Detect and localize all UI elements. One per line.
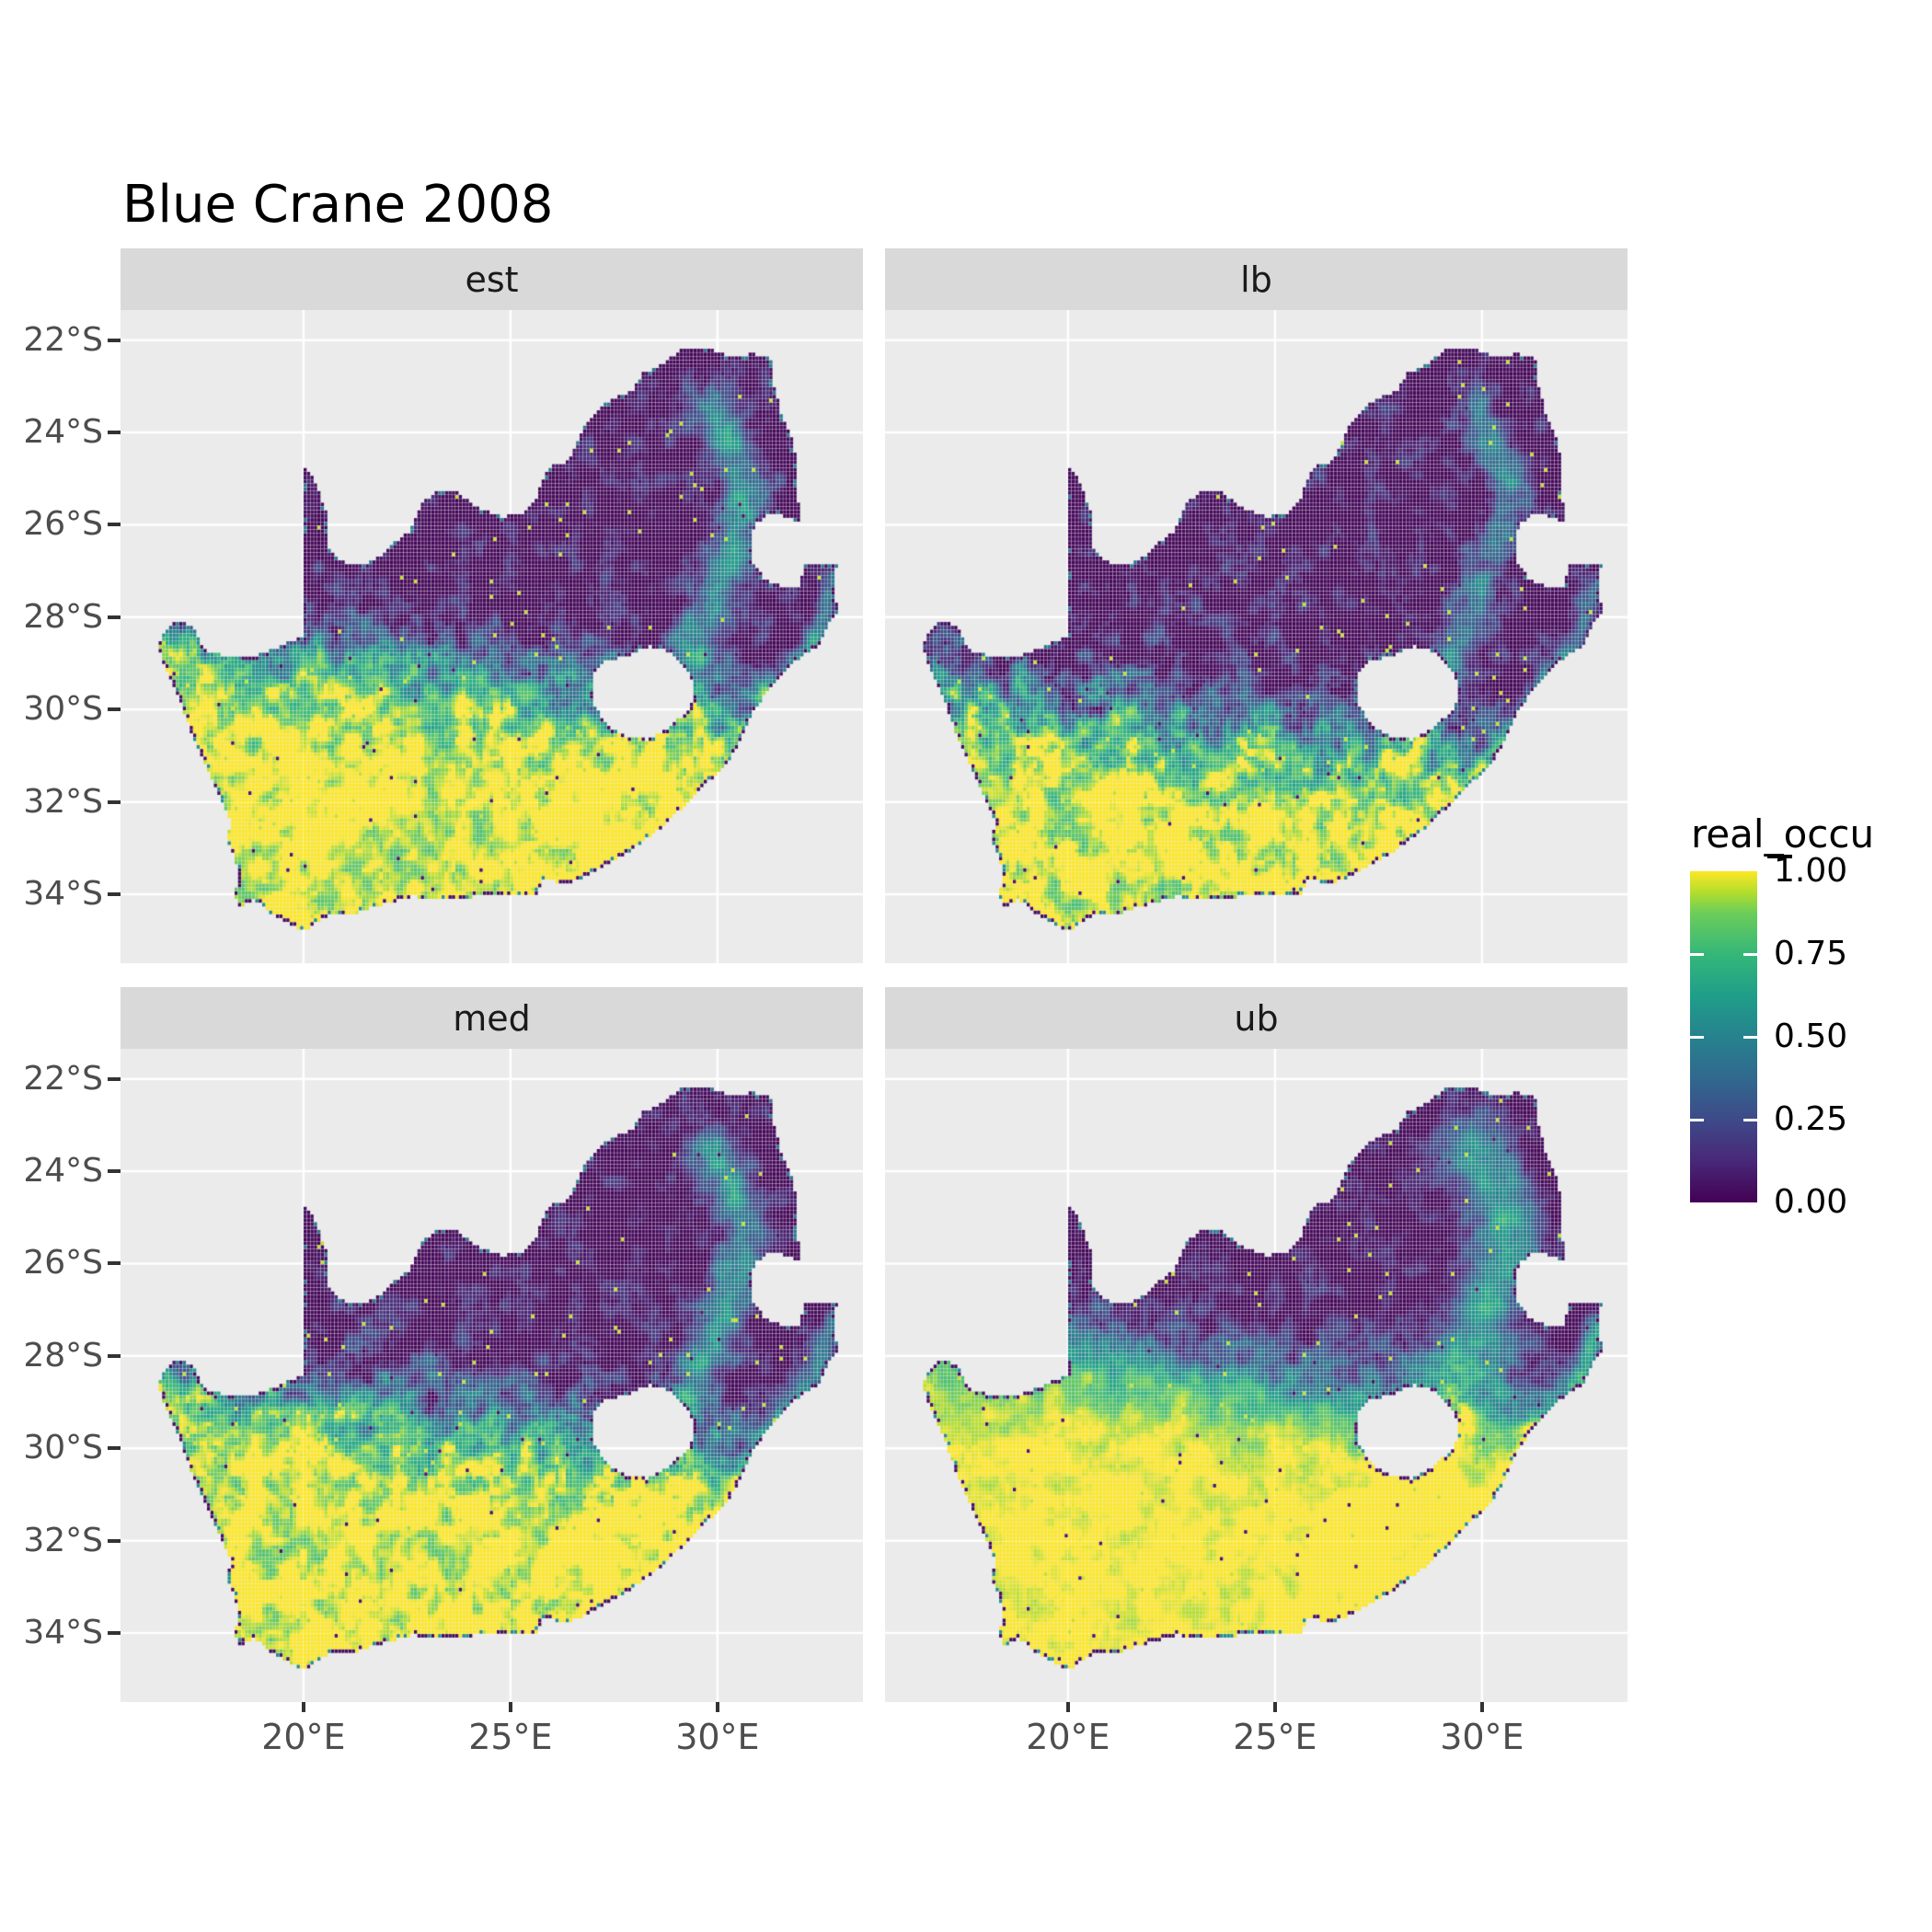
y-axis-label: 32°S (23, 1521, 103, 1559)
y-axis-tick (108, 1631, 121, 1636)
y-axis-tick (108, 892, 121, 897)
y-axis-label: 34°S (23, 1614, 103, 1652)
y-axis-label: 30°S (23, 690, 103, 729)
facet-strip-ub: ub (885, 987, 1627, 1049)
x-axis-label: 25°E (1233, 1717, 1317, 1757)
y-axis-label: 28°S (23, 597, 103, 636)
facet-strip-label: est (465, 259, 519, 300)
legend-colorbar-tick (1690, 952, 1704, 956)
legend-top-tick (1767, 855, 1792, 858)
y-axis-label: 26°S (23, 1244, 103, 1282)
facet-strip-label: lb (1240, 259, 1272, 300)
y-axis-label: 22°S (23, 1059, 103, 1098)
facet-strip-lb: lb (885, 248, 1627, 310)
x-axis-tick (1479, 1702, 1484, 1712)
legend-tick-label: 1.00 (1774, 852, 1848, 890)
y-axis-label: 34°S (23, 875, 103, 914)
facet-strip-est: est (121, 248, 863, 310)
y-axis-tick (108, 338, 121, 342)
x-axis-label: 30°E (675, 1717, 760, 1757)
y-axis-tick (108, 431, 121, 435)
y-axis-label: 26°S (23, 505, 103, 544)
x-axis-tick (301, 1702, 305, 1712)
legend-colorbar-tick (1743, 952, 1757, 956)
map-panel-est (121, 310, 863, 963)
x-axis-label: 20°E (1026, 1717, 1110, 1757)
y-axis-label: 32°S (23, 782, 103, 821)
x-axis-label: 20°E (261, 1717, 346, 1757)
legend-colorbar-tick (1690, 1118, 1704, 1121)
y-axis-tick (108, 1538, 121, 1543)
facet-strip-label: ub (1234, 997, 1279, 1039)
x-axis-label: 30°E (1440, 1717, 1524, 1757)
x-axis-tick (715, 1702, 719, 1712)
legend-tick-label: 0.75 (1774, 935, 1848, 972)
legend-tick-label: 0.50 (1774, 1018, 1848, 1055)
y-axis-tick (108, 1076, 121, 1081)
x-axis-tick (1272, 1702, 1277, 1712)
legend-colorbar-tick (1743, 1035, 1757, 1039)
y-axis-tick (108, 707, 121, 712)
map-panel-med (121, 1049, 863, 1702)
facet-strip-med: med (121, 987, 863, 1049)
y-axis-tick (108, 1446, 121, 1451)
facet-strip-label: med (453, 997, 531, 1039)
y-axis-tick (108, 1261, 121, 1266)
y-axis-label: 28°S (23, 1336, 103, 1374)
y-axis-label: 24°S (23, 413, 103, 452)
y-axis-label: 24°S (23, 1152, 103, 1190)
legend-colorbar-tick (1690, 1035, 1704, 1039)
legend-colorbar-tick (1743, 1118, 1757, 1121)
y-axis-tick (108, 615, 121, 619)
legend-tick-label: 0.00 (1774, 1183, 1848, 1221)
y-axis-tick (108, 799, 121, 804)
map-panel-lb (885, 310, 1627, 963)
y-axis-tick (108, 523, 121, 527)
x-axis-tick (1065, 1702, 1070, 1712)
y-axis-tick (108, 1169, 121, 1174)
legend-title: real_occu (1691, 811, 1875, 857)
legend-tick-label: 0.25 (1774, 1100, 1848, 1138)
map-panel-ub (885, 1049, 1627, 1702)
y-axis-tick (108, 1353, 121, 1358)
y-axis-label: 30°S (23, 1429, 103, 1467)
plot-title: Blue Crane 2008 (122, 175, 554, 235)
x-axis-label: 25°E (468, 1717, 553, 1757)
y-axis-label: 22°S (23, 320, 103, 359)
x-axis-tick (508, 1702, 512, 1712)
